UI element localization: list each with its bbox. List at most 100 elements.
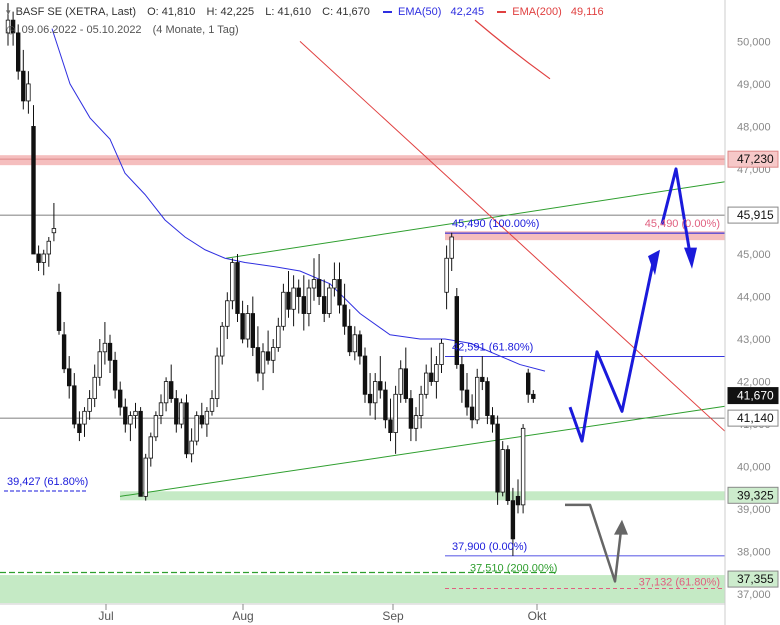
candle-10	[56, 283, 62, 335]
price-marker-label: 45,915	[737, 208, 774, 222]
candle-body	[429, 372, 434, 382]
candle-body	[240, 313, 245, 340]
candle-13	[72, 373, 77, 429]
candle-37	[194, 411, 199, 446]
candle-body	[56, 291, 62, 331]
candle-body	[102, 342, 108, 353]
x-tick-label: Okt	[528, 609, 547, 623]
candle-body	[352, 334, 357, 353]
candle-65	[337, 262, 342, 314]
y-tick-label: 50,000	[737, 36, 771, 48]
candle-39	[204, 407, 210, 437]
candle-body	[36, 253, 41, 263]
candle-body	[270, 347, 276, 361]
candle-body	[97, 351, 102, 378]
candle-25	[133, 402, 138, 429]
candle-body	[199, 415, 204, 425]
annotation-label: 39,427 (61.80%)	[7, 476, 88, 488]
candle-body	[459, 364, 465, 391]
y-tick-label: 44,000	[737, 292, 771, 304]
candle-body	[449, 236, 454, 259]
candle-body	[260, 351, 266, 374]
candle-body	[378, 381, 383, 391]
fib-zone-upper	[445, 231, 725, 241]
candle-32	[168, 364, 174, 403]
annotation-label: 37,510 (200.00%)	[470, 562, 557, 574]
support-zone	[120, 491, 725, 501]
candle-15	[82, 407, 87, 437]
y-tick-label: 38,000	[737, 547, 771, 559]
forecast-arrow-up	[648, 249, 660, 276]
candle-47	[245, 305, 250, 348]
ema50-value: 42,245	[450, 6, 485, 18]
candle-52	[270, 339, 276, 374]
candle-49	[255, 326, 261, 382]
candle-body	[383, 389, 388, 421]
candle-body	[219, 325, 225, 357]
candle-body	[321, 296, 327, 314]
candle-41	[214, 347, 220, 408]
annotation-label: 37,900 (0.00%)	[452, 541, 527, 553]
candle-97	[500, 441, 505, 497]
candle-body	[372, 381, 378, 404]
candle-7	[41, 249, 46, 276]
candle-42	[219, 322, 225, 365]
candle-body	[418, 393, 424, 416]
candle-5	[31, 105, 36, 255]
candle-69	[357, 330, 363, 365]
candle-body	[526, 372, 531, 395]
candle-body	[439, 342, 444, 365]
candle-body	[531, 393, 536, 399]
price-marker-box	[727, 409, 779, 427]
candle-body	[87, 398, 92, 412]
candle-76	[393, 385, 398, 454]
candle-18	[97, 339, 102, 386]
candle-body	[133, 410, 138, 416]
candle-50	[260, 343, 266, 391]
forecast-arrow-alt	[614, 519, 628, 535]
candle-body	[265, 351, 271, 361]
ema200-value: 49,116	[570, 6, 604, 18]
candle-body	[474, 376, 480, 421]
candle-62	[321, 279, 327, 323]
price-marker-box	[727, 387, 779, 405]
candle-90	[464, 373, 470, 416]
annotation-label: 42,591 (61.80%)	[452, 341, 533, 353]
candle-61	[316, 254, 322, 306]
candle-20	[107, 334, 113, 374]
candle-103	[531, 390, 536, 403]
candle-body	[505, 449, 510, 502]
candle-body	[500, 449, 505, 493]
y-tick-label: 39,000	[737, 504, 771, 516]
candle-84	[434, 356, 439, 399]
candle-body	[179, 402, 184, 425]
ema200-line	[474, 19, 551, 80]
trendline-upper	[225, 181, 726, 259]
candle-80	[413, 407, 419, 442]
candle-body	[26, 83, 31, 102]
candle-body	[168, 381, 174, 399]
candle-body	[454, 296, 459, 365]
candle-body	[204, 410, 210, 425]
collapse-icon[interactable]: ▾	[6, 7, 11, 17]
candle-77	[398, 360, 403, 403]
candle-89	[459, 356, 465, 403]
candle-body	[189, 440, 194, 455]
candle-body	[21, 70, 26, 102]
candle-100	[515, 479, 521, 514]
candle-21	[112, 351, 118, 399]
candle-body	[128, 415, 133, 425]
price-marker-label: 41,140	[737, 411, 774, 425]
candle-body	[301, 296, 306, 314]
chart-subheader: ◷ 09.06.2022 - 05.10.2022 (4 Monate, 1 T…	[6, 23, 239, 36]
candle-14	[77, 411, 82, 442]
candle-79	[408, 390, 414, 442]
candle-58	[301, 275, 306, 331]
y-tick-label: 49,000	[737, 79, 771, 91]
candle-body	[286, 291, 291, 310]
candle-56	[291, 275, 296, 327]
candle-body	[214, 355, 220, 399]
high-value: H: 42,225	[206, 6, 255, 18]
candle-body	[82, 410, 87, 425]
period-label: (4 Monate, 1 Tag)	[152, 24, 239, 36]
